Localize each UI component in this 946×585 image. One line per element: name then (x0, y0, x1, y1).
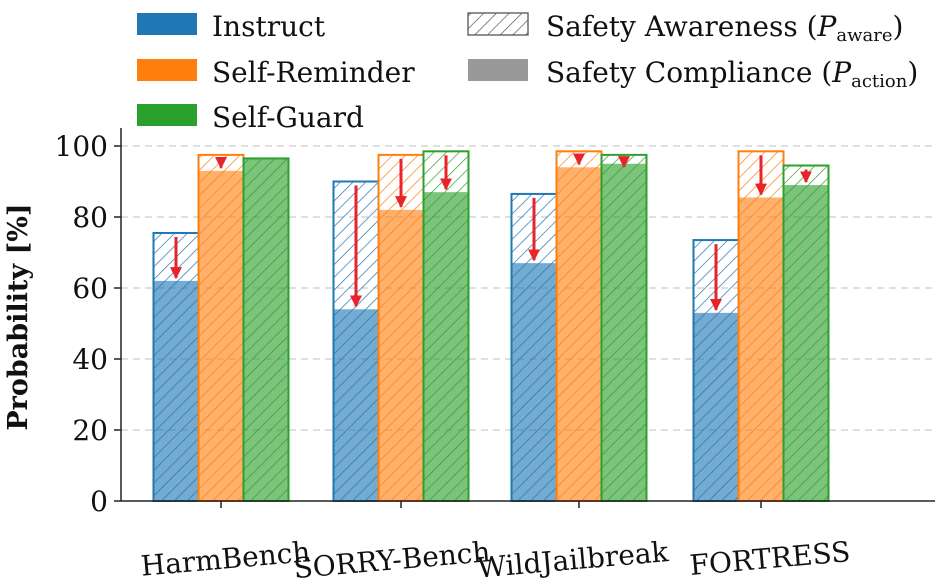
legend-swatch-self-guard (137, 104, 197, 126)
legend-swatch-compliance (468, 59, 528, 81)
axes (120, 128, 935, 502)
x-tick-label-harmbench: HarmBench (139, 535, 311, 583)
bars (152, 150, 830, 503)
y-tick-label-40: 40 (72, 343, 108, 376)
arrows (170, 153, 812, 312)
legend-swatch-awareness (467, 12, 529, 36)
bar-awareness-hatch-self-reminder-wildjailbreak (556, 151, 602, 501)
bar-awareness-hatch-self-reminder-fortress (738, 151, 784, 501)
bar-awareness-hatch-self-reminder-sorry-bench (378, 154, 424, 501)
legend-label-compliance: Safety Compliance (Paction) (546, 56, 918, 92)
y-tick-label-20: 20 (72, 414, 108, 447)
x-tick-label-fortress: FORTRESS (688, 535, 851, 582)
legend-swatch-instruct (137, 13, 197, 35)
legend-label-instruct: Instruct (212, 10, 326, 43)
legend-label-self-guard: Self-Guard (212, 101, 364, 134)
y-tick-label-60: 60 (72, 272, 108, 305)
bar-awareness-hatch-self-guard-fortress (783, 165, 829, 501)
x-tick-label-wildjailbreak: WildJailbreak (476, 535, 671, 585)
bar-awareness-hatch-self-guard-harmbench (243, 158, 289, 502)
legend-label-self-reminder: Self-Reminder (212, 56, 415, 89)
x-tick-label-sorry-bench: SORRY-Bench (292, 535, 491, 585)
y-axis-label: Probability [%] (3, 203, 34, 430)
y-tick-label-100: 100 (55, 130, 108, 163)
bar-awareness-hatch-self-guard-wildjailbreak (601, 154, 647, 501)
y-tick-label-80: 80 (72, 201, 108, 234)
bar-awareness-hatch-self-reminder-harmbench (198, 154, 244, 501)
bar-awareness-hatch-self-guard-sorry-bench (423, 151, 469, 501)
legend-label-awareness: Safety Awareness (Paware) (546, 10, 903, 46)
legend-swatch-self-reminder (137, 59, 197, 81)
y-tick-label-0: 0 (90, 485, 108, 518)
legend: Instruct Self-Reminder Self-Guard Safety… (137, 10, 918, 134)
